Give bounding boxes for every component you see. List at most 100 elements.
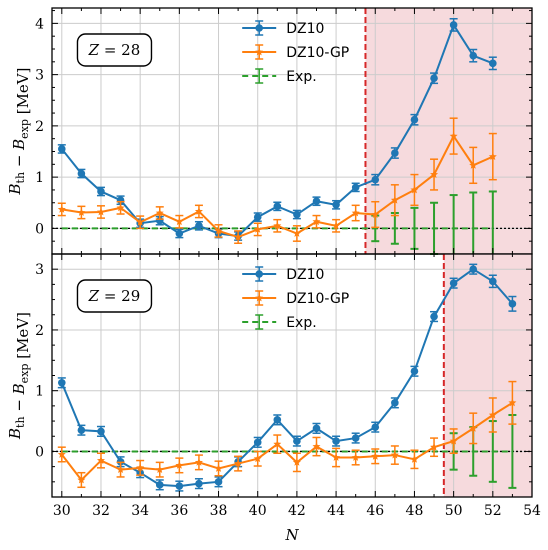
dz10-point [508, 300, 517, 308]
y-tick-label: 2 [35, 119, 44, 135]
dz10-point [469, 51, 478, 60]
dz10-gp-point [175, 461, 184, 469]
legend: DZ10 DZ10-GP Exp. [242, 20, 349, 85]
y-axis-label-part: B [10, 383, 28, 395]
annotation-text: Z = 28 [88, 41, 141, 59]
dz10-point [77, 426, 86, 434]
dz10-gp-point [116, 465, 125, 474]
dz10-gp-point [430, 170, 439, 178]
y-axis-label-part: [MeV] [14, 312, 32, 364]
dz10-gp-point [371, 210, 380, 218]
x-tick-label: 46 [366, 503, 384, 519]
dz10-gp-point [77, 475, 86, 484]
x-tick-label: 34 [131, 503, 149, 519]
dz10-gp-point [449, 436, 458, 445]
series-dz10-gp [57, 380, 517, 489]
annotation-symbol: Z [88, 41, 100, 59]
dz10-gp-point [57, 450, 66, 458]
dz10-gp-point [155, 208, 164, 217]
dz10-point [351, 434, 360, 442]
dz10-gp-point [136, 218, 145, 226]
y-axis-label-part: B [6, 183, 24, 195]
annotation-value: = 28 [99, 41, 140, 59]
dz10-gp-point [469, 424, 478, 432]
dz10-gp-point [449, 131, 458, 140]
legend-dz10-gp-marker [255, 293, 264, 302]
dz10-point [430, 312, 438, 321]
dz10-point [449, 21, 458, 29]
dz10-point [332, 201, 340, 209]
legend-label-exp: Exp. [286, 315, 316, 331]
dz10-gp-point [332, 453, 341, 461]
y-axis-label-part: B [10, 139, 28, 151]
dz10-gp-point [194, 458, 203, 466]
legend-label-dz10-gp: DZ10-GP [286, 291, 349, 307]
dz10-point [273, 416, 282, 424]
x-tick-label: 50 [445, 503, 463, 519]
legend-label-dz10: DZ10 [286, 21, 324, 37]
dz10-point [273, 202, 282, 211]
y-axis-label-part: [MeV] [14, 68, 32, 120]
dz10-point [391, 399, 399, 407]
y-axis-label-part: − [10, 150, 28, 172]
y-axis-label-part: th [14, 172, 27, 184]
dz10-point [253, 213, 262, 221]
x-axis-label: N [284, 526, 299, 544]
dz10-gp-point [371, 452, 380, 460]
dz10-gp-point [312, 442, 321, 450]
legend-dz10-marker [255, 270, 264, 278]
y-tick-label: 4 [35, 16, 44, 32]
x-tick-label: 44 [327, 503, 345, 519]
shaded-region [443, 254, 532, 497]
dz10-point [449, 279, 458, 287]
dz10-gp-point [390, 450, 399, 459]
dz10-point [175, 482, 184, 490]
y-tick-label: 3 [35, 262, 44, 278]
dz10-point [57, 378, 66, 387]
y-axis-label-part: th [14, 416, 27, 428]
legend-dz10-marker [255, 24, 264, 32]
dz10-gp-point [312, 217, 321, 226]
dz10-gp-point [96, 456, 105, 464]
x-tick-label: 54 [523, 503, 541, 519]
dz10-gp-point [214, 226, 223, 235]
dz10-gp-point [253, 454, 262, 463]
x-tick-label: 30 [53, 503, 71, 519]
y-tick-label: 3 [35, 68, 44, 84]
x-tick-label: 48 [406, 503, 424, 519]
legend-label-dz10-gp: DZ10-GP [286, 45, 349, 61]
annotation-text: Z = 29 [88, 287, 141, 305]
x-tick-label: 52 [484, 503, 502, 519]
y-tick-label: 1 [35, 170, 44, 186]
dz10-point [195, 222, 203, 230]
dz10-point [293, 437, 301, 445]
shaded-region [365, 8, 532, 254]
dz10-gp-point [488, 152, 497, 161]
y-tick-label: 0 [35, 444, 44, 460]
y-tick-label: 1 [35, 384, 44, 400]
dz10-point [391, 149, 399, 157]
legend-label-exp: Exp. [286, 69, 316, 85]
dz10-point [312, 197, 321, 206]
legend: DZ10 DZ10-GP Exp. [242, 266, 349, 331]
y-axis-label-top: Bth − Bexp [MeV] [6, 68, 32, 196]
dz10-point [332, 437, 340, 445]
dz10-gp-point [488, 410, 497, 419]
y-tick-label: 2 [35, 323, 44, 339]
dz10-point [489, 277, 497, 286]
y-axis-label-part: exp [18, 364, 31, 384]
annotation-symbol: Z [88, 287, 100, 305]
dz10-gp-point [273, 221, 282, 230]
dz10-gp-point [136, 463, 145, 472]
annotation-box [76, 33, 153, 67]
dz10-point [195, 479, 203, 488]
dz10-gp-point [77, 208, 86, 216]
dz10-gp-point [96, 207, 105, 216]
x-tick-label: 38 [210, 503, 228, 519]
dz10-point [371, 423, 380, 431]
dz10-gp-point [155, 465, 164, 474]
dz10-gp-point [430, 442, 439, 451]
bottom-panel: 0 1 2 3 30 32 34 36 38 40 42 44 46 48 50 52 54 Z = 29 DZ10… [35, 253, 541, 519]
dz10-point [97, 427, 105, 436]
dz10-gp-point [116, 203, 125, 212]
